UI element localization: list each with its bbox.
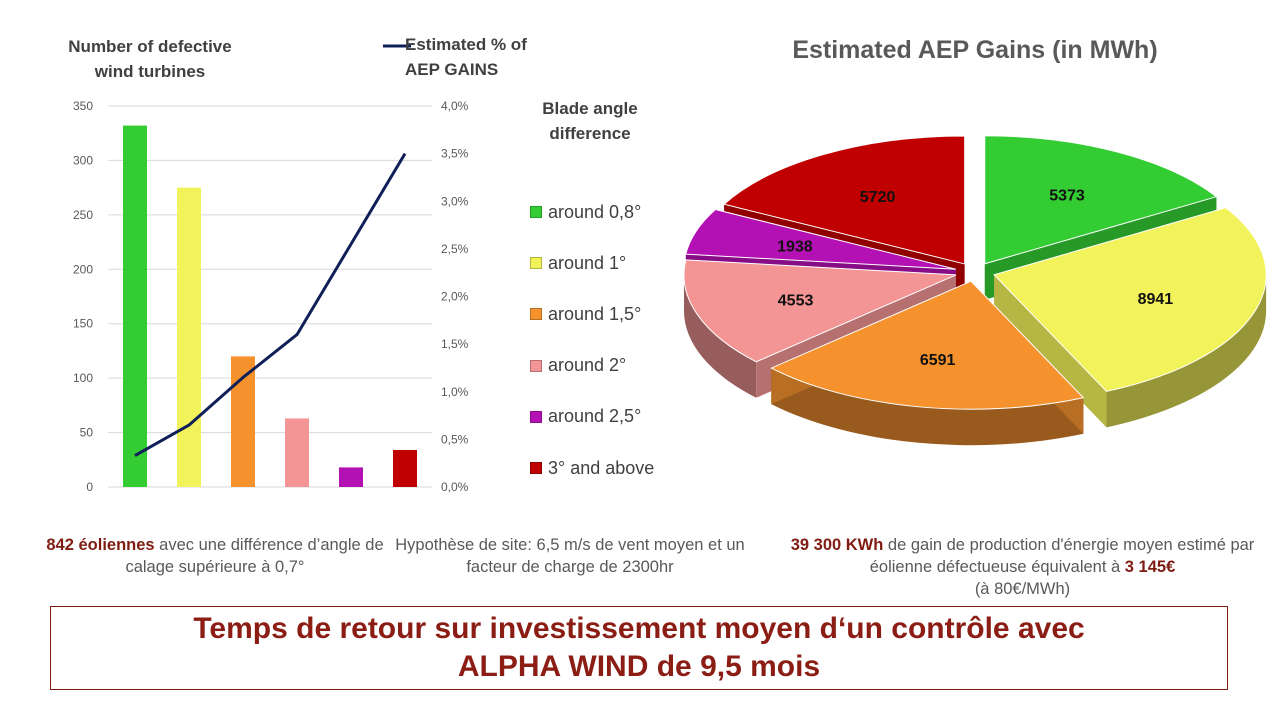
bar-axis-title: Number of defective wind turbines [68, 37, 232, 81]
legend-label: around 0,8° [548, 201, 642, 222]
pie-slice [685, 208, 957, 270]
y-left-tick: 300 [73, 153, 93, 167]
pie-data-label: 4553 [778, 292, 814, 309]
pie-data-label: 5373 [1049, 188, 1085, 205]
y-left-tick: 350 [73, 99, 93, 113]
pie-slice-side [771, 368, 1084, 446]
legend-swatch [530, 410, 542, 423]
y-left-tick: 0 [86, 480, 93, 494]
legend-label: 3° and above [548, 457, 655, 478]
bar [393, 449, 417, 487]
y-left-tick: 100 [73, 371, 93, 385]
pie-data-label: 8941 [1138, 291, 1174, 308]
legend-label: around 1,5° [548, 303, 642, 324]
bar [123, 125, 147, 487]
pie-data-label: 5720 [860, 189, 896, 206]
note-gain-text: de gain de production d'énergie moyen es… [869, 536, 1255, 576]
line-series [134, 152, 407, 457]
y-right-tick: 0,5% [441, 432, 469, 446]
legend-swatch [530, 206, 542, 218]
legend-title: Blade angle difference [542, 99, 638, 143]
pie-slice [723, 135, 966, 265]
pie-slice [993, 207, 1267, 392]
bar [285, 418, 309, 487]
pie-slice-side [683, 274, 757, 398]
y-right-tick: 4,0% [441, 99, 469, 113]
y-left-tick: 150 [73, 317, 93, 331]
payback-box: Temps de retour sur investissement moyen… [50, 606, 1228, 690]
line-legend-label: Estimated % of AEP GAINS [405, 35, 527, 79]
y-right-tick: 0,0% [441, 480, 469, 494]
pie-slice-wall [994, 274, 1107, 428]
pie-slice-side [1106, 274, 1267, 428]
pie-title: Estimated AEP Gains (in MWh) [792, 36, 1158, 64]
combo-chart: 0 50 100 150 200 250 300 350 0,0% 0,5% 1,0% 1,5% 2,0… [73, 99, 469, 494]
y-right-tick: 1,5% [441, 337, 469, 351]
legend-swatch [530, 359, 542, 372]
legend-item: around 1° [530, 252, 626, 274]
legend-item: around 2,5° [530, 406, 641, 428]
note-gain-rate: (à 80€/MWh) [974, 580, 1071, 598]
note-site-hypothesis: Hypothèse de site: 6,5 m/s de vent moyen… [395, 536, 745, 576]
y-left-tick: 200 [73, 262, 93, 276]
pie-chart: 5373 8941 6591 4553 1938 5720 [683, 135, 1267, 446]
y-left-tick: 50 [80, 426, 94, 440]
pie-data-label: 6591 [920, 352, 956, 369]
legend-label: around 1° [548, 252, 627, 273]
y-right-tick: 1,0% [441, 385, 469, 399]
y-left-tick: 250 [73, 208, 93, 222]
y-right-tick: 2,0% [441, 290, 469, 304]
note-turbines-text: avec une différence d’angle de calage su… [125, 536, 384, 576]
note-gain-euro: 3 145€ [1124, 558, 1176, 576]
y-right-tick: 2,5% [441, 242, 469, 256]
legend-swatch [530, 462, 542, 474]
legend-item: around 0,8° [530, 201, 641, 223]
legend-item: around 2° [530, 355, 626, 377]
payback-line-1: Temps de retour sur investissement moyen… [193, 612, 1085, 645]
payback-line-2: ALPHA WIND de 9,5 mois [457, 650, 821, 683]
legend-item: 3° and above [530, 457, 654, 479]
pie-slice [984, 135, 1218, 265]
pie-slice [683, 259, 957, 363]
bar [339, 467, 363, 487]
note-turbines-highlight: 842 éoliennes [46, 536, 155, 554]
bar [177, 187, 201, 487]
legend-label: around 2° [548, 355, 627, 376]
legend-swatch [530, 257, 542, 270]
y-right-tick: 3,0% [441, 194, 469, 208]
note-gain-kwh: 39 300 KWh [790, 536, 884, 554]
legend-swatch [530, 308, 542, 321]
line-legend-swatch [383, 44, 411, 48]
pie-data-label: 1938 [777, 239, 813, 256]
legend-item: around 1,5° [530, 303, 641, 325]
pie-slice [770, 280, 1085, 410]
note-turbines: 842 éoliennes avec une différence d’angl… [40, 534, 390, 578]
y-right-tick: 3,5% [441, 147, 469, 161]
note-energy-gain: 39 300 KWh de gain de production d'énerg… [785, 534, 1260, 600]
legend-label: around 2,5° [548, 406, 642, 427]
